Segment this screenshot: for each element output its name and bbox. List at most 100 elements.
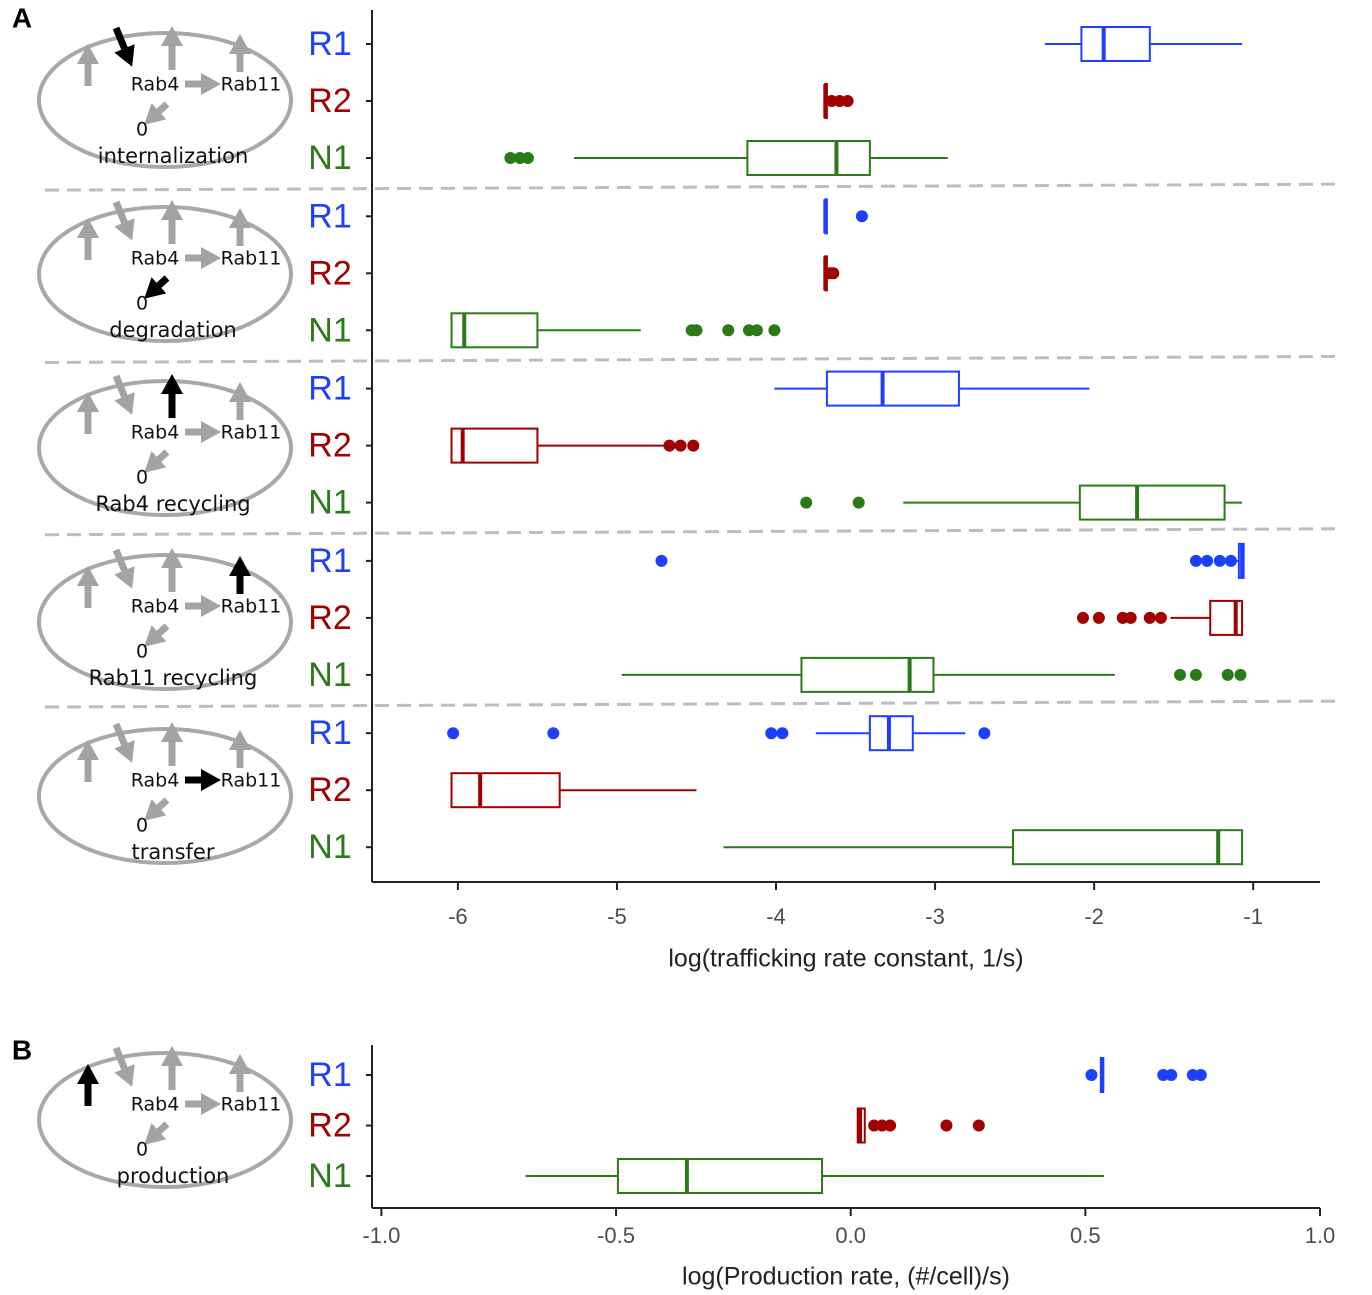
outlier xyxy=(722,324,734,336)
row-label: R2 xyxy=(308,599,351,637)
node-label: Rab11 xyxy=(221,248,282,270)
group-separator xyxy=(45,184,1340,190)
outlier xyxy=(765,727,777,739)
outlier xyxy=(940,1120,952,1132)
row-label: R2 xyxy=(308,82,351,120)
row-label: R2 xyxy=(308,1106,351,1144)
row-label: N1 xyxy=(308,484,351,522)
highlighted-arrow xyxy=(156,278,167,288)
row-label: R2 xyxy=(308,427,351,465)
node-label: 0 xyxy=(136,467,148,489)
diagram-caption: production xyxy=(117,1164,230,1188)
outlier xyxy=(1165,1069,1177,1081)
outlier xyxy=(663,440,675,452)
box xyxy=(747,141,869,175)
outlier xyxy=(776,727,788,739)
group-separator xyxy=(45,356,1340,362)
arrow xyxy=(156,452,167,462)
outlier xyxy=(547,727,559,739)
page: {"chart_data": [ {"type": "box", "panel_… xyxy=(0,0,1372,1295)
node-label: 0 xyxy=(136,641,148,663)
outlier xyxy=(1093,612,1105,624)
figure: A-6-5-4-3-2-1log(trafficking rate consta… xyxy=(0,0,1372,1295)
box xyxy=(1081,27,1149,61)
x-tick-label: 1.0 xyxy=(1305,1223,1336,1248)
outlier xyxy=(1201,555,1213,567)
x-tick-label: -6 xyxy=(448,904,468,929)
outlier xyxy=(690,324,702,336)
outlier xyxy=(853,497,865,509)
arrow xyxy=(156,1124,167,1134)
outlier xyxy=(655,555,667,567)
outlier xyxy=(1125,612,1137,624)
box xyxy=(801,658,933,692)
x-axis-title: log(trafficking rate constant, 1/s) xyxy=(668,945,1023,973)
outlier xyxy=(1190,669,1202,681)
group-separator xyxy=(45,529,1340,535)
outlier xyxy=(675,440,687,452)
x-axis-title: log(Production rate, (#/cell)/s) xyxy=(682,1263,1010,1291)
arrow xyxy=(156,800,167,810)
x-tick-label: 0.0 xyxy=(835,1223,866,1248)
node-label: 0 xyxy=(136,815,148,837)
row-label: R2 xyxy=(308,254,351,292)
panel-label: A xyxy=(12,2,32,33)
outlier xyxy=(1174,669,1186,681)
diagram-caption: transfer xyxy=(132,840,215,864)
x-tick-label: -5 xyxy=(607,904,627,929)
outlier xyxy=(1144,612,1156,624)
arrow xyxy=(116,202,126,226)
diagram-caption: internalization xyxy=(98,144,249,168)
row-label: N1 xyxy=(308,828,351,866)
panel-label: B xyxy=(12,1034,32,1065)
arrow xyxy=(116,550,126,574)
node-label: Rab11 xyxy=(221,74,282,96)
arrow xyxy=(116,724,126,748)
outlier xyxy=(827,267,839,279)
node-label: Rab4 xyxy=(131,248,180,270)
node-label: Rab11 xyxy=(221,1094,282,1116)
row-label: N1 xyxy=(308,1157,351,1195)
box xyxy=(618,1159,822,1193)
x-tick-label: -1.0 xyxy=(362,1223,400,1248)
box xyxy=(452,773,560,807)
highlighted-arrow xyxy=(116,28,126,52)
x-tick-label: -2 xyxy=(1084,904,1104,929)
row-label: R1 xyxy=(308,714,351,752)
node-label: Rab11 xyxy=(221,770,282,792)
arrow xyxy=(156,626,167,636)
node-label: Rab11 xyxy=(221,596,282,618)
arrow xyxy=(116,376,126,400)
row-label: N1 xyxy=(308,311,351,349)
x-tick-label: -4 xyxy=(766,904,786,929)
outlier xyxy=(522,152,534,164)
outlier xyxy=(751,324,763,336)
x-tick-label: -3 xyxy=(925,904,945,929)
outlier xyxy=(800,497,812,509)
outlier xyxy=(1077,612,1089,624)
box xyxy=(870,716,913,750)
node-label: Rab11 xyxy=(221,422,282,444)
outlier xyxy=(1085,1069,1097,1081)
row-label: R1 xyxy=(308,542,351,580)
outlier xyxy=(1234,669,1246,681)
diagram-caption: Rab4 recycling xyxy=(95,492,250,516)
node-label: 0 xyxy=(136,293,148,315)
node-label: Rab4 xyxy=(131,422,180,444)
outlier xyxy=(447,727,459,739)
box xyxy=(827,372,959,406)
outlier xyxy=(1222,669,1234,681)
outlier xyxy=(768,324,780,336)
outlier xyxy=(1195,1069,1207,1081)
outlier xyxy=(687,440,699,452)
box xyxy=(1080,486,1225,520)
outlier xyxy=(884,1120,896,1132)
outlier xyxy=(973,1120,985,1132)
row-label: N1 xyxy=(308,139,351,177)
x-tick-label: 0.5 xyxy=(1070,1223,1101,1248)
arrow xyxy=(116,1048,126,1072)
outlier xyxy=(1214,555,1226,567)
x-tick-label: -0.5 xyxy=(597,1223,635,1248)
group-separator xyxy=(45,701,1340,707)
node-label: Rab4 xyxy=(131,74,180,96)
